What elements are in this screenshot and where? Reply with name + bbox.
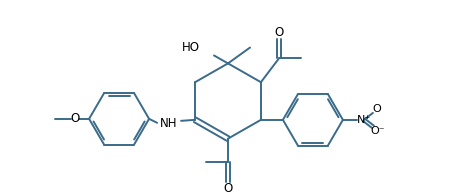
Text: N⁺: N⁺: [356, 115, 370, 125]
Text: O: O: [372, 104, 381, 114]
Text: NH: NH: [160, 117, 177, 130]
Text: HO: HO: [181, 41, 200, 54]
Text: O: O: [70, 112, 80, 125]
Text: O: O: [274, 26, 283, 39]
Text: O: O: [223, 182, 232, 195]
Text: O⁻: O⁻: [370, 126, 384, 136]
